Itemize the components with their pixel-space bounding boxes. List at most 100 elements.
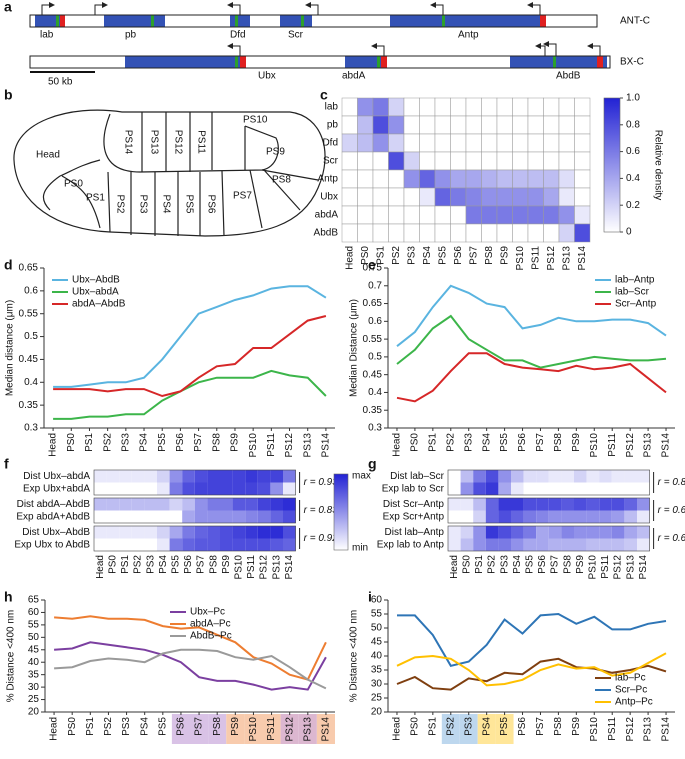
segment-label: PS7 [233, 191, 252, 202]
heat-cell [450, 205, 467, 225]
heat-cell [473, 538, 486, 551]
y-tick-label: 25 [28, 694, 40, 705]
heat-cell [419, 115, 436, 135]
x-tick-label: Head [392, 717, 403, 741]
x-tick-label: PS3 [145, 555, 156, 574]
category-highlight [208, 714, 227, 744]
heat-cell [372, 205, 389, 225]
heat-cell [586, 510, 600, 523]
heat-cell [119, 482, 132, 495]
heat-cell [637, 510, 650, 523]
heat-cell [232, 510, 246, 523]
y-tick-label: 45 [371, 637, 383, 648]
gene [104, 15, 165, 27]
y-tick-label: 25 [371, 693, 383, 704]
x-tick-label: PS5 [499, 433, 510, 452]
heat-cell [144, 498, 157, 511]
x-tick-label: PS7 [194, 717, 205, 736]
colorbar-tick-label: 0.8 [626, 119, 640, 130]
heat-cell [341, 205, 358, 225]
correlation-label: r = 0.92 [304, 533, 339, 544]
heat-cell [498, 470, 511, 483]
heat-cell [157, 526, 170, 539]
heat-cell [220, 498, 233, 511]
x-tick-label: Head [392, 433, 403, 457]
heat-cell [527, 133, 544, 153]
y-tick-label: 0.35 [19, 400, 39, 411]
group-border [447, 497, 650, 524]
heat-cell [496, 187, 513, 207]
row-label: Scr [323, 156, 339, 167]
heat-cell [481, 187, 498, 207]
heat-cell [372, 223, 389, 243]
legend-label: Scr–Pc [615, 685, 647, 696]
gene [280, 15, 312, 27]
heat-cell [450, 97, 467, 117]
panel-label: a [4, 0, 12, 15]
x-tick-label: PS6 [517, 433, 528, 452]
promoter-arrow [527, 2, 541, 15]
group-border [447, 525, 650, 552]
heat-cell [485, 510, 499, 523]
heat-cell [403, 151, 420, 171]
category-highlight [459, 714, 478, 744]
heat-cell [372, 187, 389, 207]
marker [442, 15, 445, 27]
heat-cell [473, 482, 486, 495]
legend-label: Ubx–abdA [72, 287, 119, 298]
y-tick-label: 0.5 [368, 352, 382, 363]
heat-cell [498, 498, 511, 511]
x-tick-label: PS4 [422, 246, 433, 265]
heat-cell [574, 169, 591, 189]
row-label: Ubx [320, 192, 338, 203]
heat-cell [232, 498, 246, 511]
heat-cell [450, 187, 467, 207]
x-tick-label: PS10 [589, 433, 600, 458]
x-tick-label: PS12 [625, 717, 636, 742]
heat-cell [586, 470, 600, 483]
x-tick-label: PS14 [661, 433, 672, 458]
heat-cell [419, 151, 436, 171]
x-tick-label: PS2 [102, 433, 113, 452]
heat-cell [558, 133, 575, 153]
heat-cell [131, 538, 145, 551]
series-line [396, 657, 667, 691]
y-tick-label: 0.4 [368, 387, 382, 398]
heat-cell [341, 97, 358, 117]
heat-cell [119, 526, 132, 539]
panel-label: g [368, 456, 377, 472]
heat-cell [270, 498, 283, 511]
heat-cell [403, 187, 420, 207]
heat-cell [548, 498, 562, 511]
heat-cell [220, 482, 233, 495]
heat-cell [574, 510, 587, 523]
heat-cell [473, 510, 486, 523]
heat-cell [511, 498, 524, 511]
heat-cell [448, 470, 461, 483]
heat-cell [283, 538, 296, 551]
heat-cell [498, 526, 511, 539]
series-line [54, 615, 327, 681]
heat-cell [511, 510, 524, 523]
heat-cell [536, 510, 549, 523]
gene-label: Dfd [230, 30, 246, 41]
heat-cell [257, 538, 271, 551]
x-tick-label: PS7 [196, 555, 207, 574]
row-label: Exp Ubx+abdA [23, 483, 90, 494]
x-tick-label: PS14 [321, 433, 332, 458]
heat-cell [372, 151, 389, 171]
heat-cell [599, 526, 612, 539]
heat-cell [257, 510, 271, 523]
row-label: Dist Scr–Antp [383, 499, 445, 510]
heat-cell [473, 470, 486, 483]
heat-cell [561, 470, 574, 483]
heat-cell [512, 187, 529, 207]
colorbar-tick-label: 0.4 [626, 173, 640, 184]
heat-cell [450, 223, 467, 243]
marker [56, 15, 59, 27]
row-label: Dist lab–Antp [385, 527, 445, 538]
legend-label: AbdB–Pc [190, 631, 232, 642]
row-label: Exp Ubx to AbdB [14, 539, 90, 550]
heat-cell [419, 97, 436, 117]
heat-cell [388, 97, 405, 117]
